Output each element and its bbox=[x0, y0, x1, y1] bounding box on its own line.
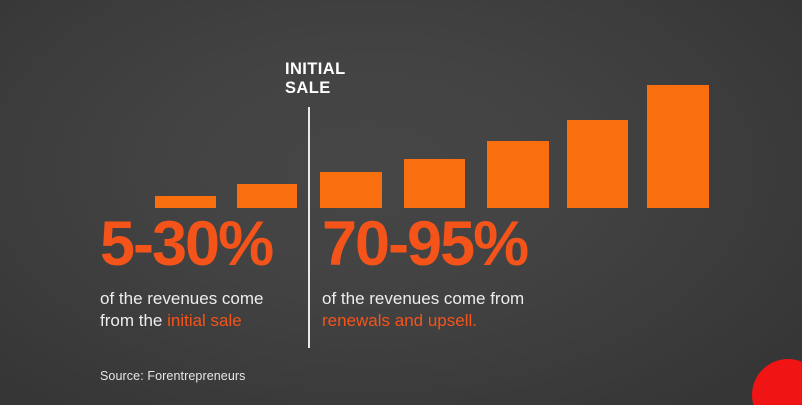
stats-row: 5-30% of the revenues come from the init… bbox=[0, 209, 802, 354]
chart-bar-2 bbox=[237, 184, 297, 208]
stat-column-initial-sale: 5-30% of the revenues come from the init… bbox=[100, 209, 305, 333]
initial-sale-caption: of the revenues come from the initial sa… bbox=[100, 276, 305, 333]
chart-bar-7 bbox=[647, 85, 709, 208]
chart-bar-6 bbox=[567, 120, 628, 208]
initial-sale-divider-line bbox=[307, 107, 310, 348]
corner-dot-decoration bbox=[752, 359, 802, 405]
revenue-bar-chart bbox=[155, 85, 709, 208]
chart-bar-4 bbox=[404, 159, 465, 208]
chart-bar-3 bbox=[320, 172, 382, 208]
source-attribution: Source: Forentrepreneurs bbox=[100, 369, 246, 383]
chart-bar-5 bbox=[487, 141, 549, 208]
chart-bar-1 bbox=[155, 196, 216, 208]
renewals-caption: of the revenues come from renewals and u… bbox=[322, 276, 622, 333]
initial-sale-caption-line2-prefix: from the bbox=[100, 311, 168, 331]
initial-sale-caption-line1: of the revenues come bbox=[100, 288, 264, 308]
initial-sale-label: INITIAL SALE bbox=[285, 60, 346, 98]
initial-sale-caption-highlight: initial sale bbox=[167, 311, 242, 331]
renewals-percent: 70-95% bbox=[322, 209, 529, 279]
renewals-caption-highlight: renewals and upsell. bbox=[322, 311, 477, 331]
renewals-caption-line1: of the revenues come from bbox=[322, 288, 525, 308]
stat-column-renewals: 70-95% of the revenues come from renewal… bbox=[322, 209, 622, 333]
initial-sale-percent: 5-30% bbox=[100, 209, 274, 279]
